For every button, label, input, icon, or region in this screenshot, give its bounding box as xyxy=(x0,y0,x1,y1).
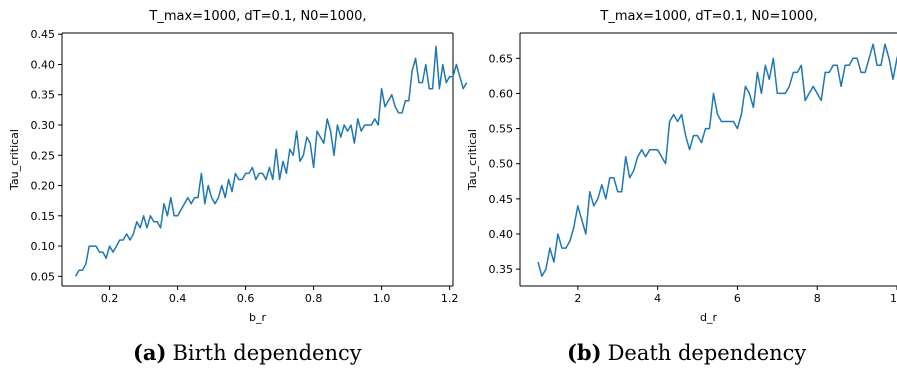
y-tick-label: 0.35 xyxy=(489,263,514,276)
caption-b-label: (b) xyxy=(567,340,602,365)
y-tick-label: 0.25 xyxy=(31,149,56,162)
x-axis-label: b_r xyxy=(249,311,266,324)
y-tick-label: 0.45 xyxy=(31,28,56,41)
y-tick-label: 0.20 xyxy=(31,180,56,193)
y-tick-label: 0.10 xyxy=(31,240,56,253)
y-axis-label: Tau_critical xyxy=(466,129,479,191)
y-tick-label: 0.40 xyxy=(31,58,56,71)
axes-frame xyxy=(61,32,454,287)
y-tick-label: 0.45 xyxy=(489,193,514,206)
y-tick-label: 0.40 xyxy=(489,228,514,241)
x-tick-label: 1.0 xyxy=(373,292,391,305)
y-tick-label: 0.05 xyxy=(31,270,56,283)
x-tick-label: 0.4 xyxy=(169,292,187,305)
x-tick-label: 2 xyxy=(574,292,581,305)
y-tick-label: 0.60 xyxy=(489,87,514,100)
axes-frame xyxy=(519,32,897,287)
chart-death-dependency: T_max=1000, dT=0.1, N0=1000, 2 4 6 8 10 0.35 0.… xyxy=(466,9,897,324)
caption-a-text: Birth dependency xyxy=(172,341,362,365)
series-line xyxy=(74,45,468,277)
y-tick-label: 0.65 xyxy=(489,52,514,65)
caption-b: (b) Death dependency xyxy=(567,340,806,365)
y-tick-label: 0.15 xyxy=(31,210,56,223)
chart-birth-dependency: T_max=1000, dT=0.1, N0=1000, 0.2 0.4 0.6 0.8… xyxy=(8,9,468,324)
x-tick-label: 0.2 xyxy=(101,292,119,305)
y-tick-label: 0.55 xyxy=(489,123,514,136)
x-tick-label: 8 xyxy=(814,292,821,305)
x-tick-label: 4 xyxy=(654,292,661,305)
y-tick-label: 0.30 xyxy=(31,119,56,132)
x-tick-label: 1.2 xyxy=(441,292,459,305)
y-tick-label: 0.35 xyxy=(31,89,56,102)
x-tick-label: 0.6 xyxy=(237,292,255,305)
x-tick-label: 10 xyxy=(890,292,897,305)
chart-title: T_max=1000, dT=0.1, N0=1000, xyxy=(599,9,817,24)
caption-a-label: (a) xyxy=(133,340,167,365)
y-tick-label: 0.50 xyxy=(489,158,514,171)
x-axis-label: d_r xyxy=(700,311,717,324)
caption-b-text: Death dependency xyxy=(607,341,807,365)
chart-title: T_max=1000, dT=0.1, N0=1000, xyxy=(148,9,366,24)
x-tick-label: 0.8 xyxy=(305,292,323,305)
y-axis-label: Tau_critical xyxy=(8,129,21,191)
caption-a: (a) Birth dependency xyxy=(133,340,362,365)
x-tick-label: 6 xyxy=(734,292,741,305)
series-line xyxy=(537,43,897,277)
